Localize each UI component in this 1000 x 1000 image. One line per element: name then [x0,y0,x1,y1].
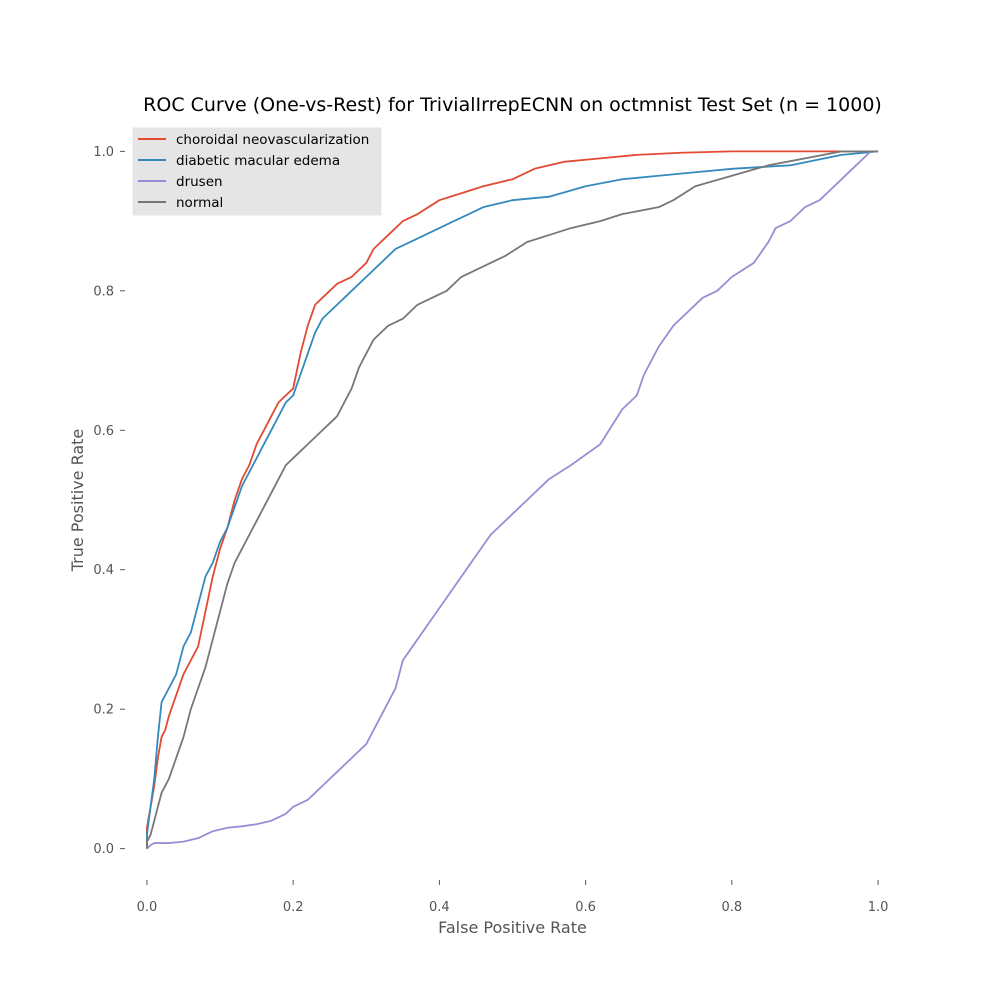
legend-label: diabetic macular edema [176,153,340,169]
x-tick-label: 0.2 [283,900,304,915]
axis-ticks: 0.0 0.2 0.4 0.6 0.8 1.0 0.0 0.2 0.4 0.6 0.8 1.0 [93,145,888,915]
x-tick-label: 0.4 [429,900,450,915]
y-tick-label: 0.6 [93,424,114,439]
series-layer [146,150,879,850]
x-tick-label: 0.0 [137,900,158,915]
y-axis-label: True Positive Rate [68,429,87,573]
y-tick-label: 0.8 [93,284,114,299]
x-axis-label: False Positive Rate [438,918,587,937]
y-tick-label: 0.0 [93,842,114,857]
y-tick-label: 0.2 [93,703,114,718]
legend: choroidal neovascularization diabetic mac… [132,127,382,216]
series-line-2 [146,150,879,850]
x-tick-label: 0.8 [721,900,742,915]
y-tick-label: 0.4 [93,563,114,578]
legend-box [132,127,382,216]
series-line-3 [146,150,879,849]
series-line-1 [146,150,879,849]
legend-label: drusen [176,174,223,190]
x-tick-label: 1.0 [868,900,889,915]
chart-title: ROC Curve (One-vs-Rest) for TrivialIrrep… [143,94,882,116]
legend-label: choroidal neovascularization [176,132,369,148]
plot-area [125,120,900,880]
y-tick-label: 1.0 [93,145,114,160]
series-line-0 [146,150,879,849]
x-tick-label: 0.6 [575,900,596,915]
legend-label: normal [176,195,223,211]
